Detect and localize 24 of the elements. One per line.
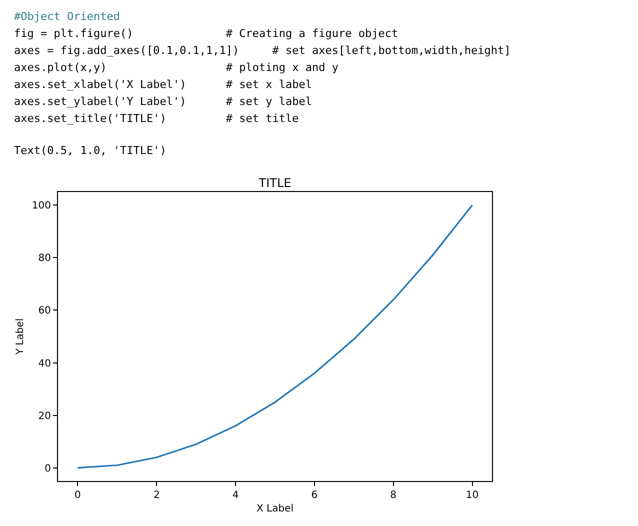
text: Text(0.5, 1.0, 'TITLE') (14, 144, 166, 157)
x-tick-label: 8 (390, 490, 397, 501)
text: #Object Oriented (14, 10, 120, 23)
y-tick-label: 100 (32, 200, 51, 212)
x-tick-label: 2 (153, 490, 160, 501)
text: axes.set_title('TITLE') # set title (14, 112, 299, 125)
x-tick-label: 4 (232, 490, 239, 501)
text: axes.plot(x,y) # ploting x and y (14, 61, 339, 74)
x-tick-label: 6 (311, 490, 318, 501)
line-series (76, 204, 474, 469)
chart-title: TITLE (258, 176, 292, 190)
y-tick-label: 60 (38, 306, 51, 317)
y-tick-label: 0 (44, 463, 51, 474)
y-tick-label: 20 (38, 410, 51, 422)
text: axes = fig.add_axes([0.1,0.1,1,1]) # set axes[left,bottom,width,height] (14, 44, 511, 57)
x-tick-label: 10 (466, 490, 479, 501)
y-tick-label: 40 (38, 358, 51, 370)
text: axes.set_ylabel('Y Label') # set y label (14, 95, 312, 108)
y-axis-title: Y Label (14, 318, 26, 356)
text: fig = plt.figure() # Creating a figure object (14, 27, 398, 40)
x-tick-label: 0 (74, 490, 81, 501)
y-tick-label: 80 (38, 253, 51, 264)
text: axes.set_xlabel('X Label') # set x label (14, 78, 312, 91)
x-axis-title: X Label (256, 504, 294, 514)
